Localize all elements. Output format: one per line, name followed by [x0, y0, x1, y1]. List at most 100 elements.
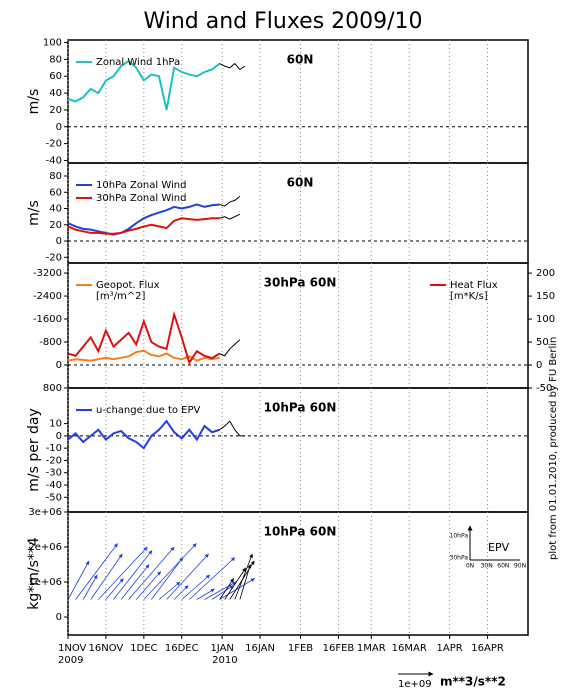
- ep-vector: [158, 581, 181, 600]
- y-tick-label: 0: [56, 431, 62, 442]
- y-axis-label: m/s: [26, 89, 42, 115]
- y2-tick-label: 100: [536, 314, 555, 325]
- ep-vector: [219, 578, 234, 600]
- ep-vector: [143, 543, 197, 600]
- inset-x-label: 0N: [466, 563, 474, 570]
- ep-vector: [105, 578, 124, 600]
- legend-label: u-change due to EPV: [96, 405, 201, 416]
- y2-tick-label: 50: [536, 337, 549, 348]
- y-tick-label: -20: [46, 252, 62, 263]
- legend-label: Geopot. Flux: [96, 280, 160, 291]
- ep-vector: [120, 564, 150, 600]
- y-axis-label: m/s: [26, 200, 42, 226]
- y-axis-label: m/s per day: [26, 408, 42, 492]
- series-line: [219, 62, 246, 71]
- y-tick-label: 0: [56, 612, 62, 623]
- x-tick-label: 16APR: [471, 643, 504, 654]
- y2-tick-label: -50: [536, 383, 552, 394]
- series-line: [67, 217, 220, 235]
- series-line: [67, 310, 221, 366]
- y-tick-label: -800: [39, 337, 62, 348]
- y-tick-label: 2e+06: [28, 542, 62, 553]
- y-tick-label: -40: [46, 155, 62, 166]
- panel-label: 10hPa 60N: [264, 525, 337, 539]
- x-tick-label: 1MAR: [357, 643, 386, 654]
- ep-vector: [82, 574, 98, 600]
- ep-vector: [204, 581, 237, 600]
- x-tick-label: 1DEC: [130, 643, 157, 654]
- x-year-label: 2010: [212, 655, 237, 666]
- inset-y-label: 30hPa: [450, 555, 469, 562]
- y-tick-label: 80: [49, 171, 62, 182]
- y-tick-label: 60: [49, 187, 62, 198]
- reference-label: 1e+09: [398, 679, 432, 690]
- y-tick-label: 40: [49, 204, 62, 215]
- reference-units: m**3/s**2: [440, 675, 506, 689]
- series-line: [219, 339, 241, 357]
- panel-label: 30hPa 60N: [264, 276, 337, 290]
- y-tick-label: -40: [46, 480, 62, 491]
- inset-x-label: 30N: [481, 563, 493, 570]
- x-tick-label: 1JAN: [210, 643, 233, 654]
- legend-label: 30hPa Zonal Wind: [96, 193, 186, 204]
- x-tick-label: 16DEC: [165, 643, 199, 654]
- panel-label: 60N: [287, 176, 314, 190]
- panel-label: 10hPa 60N: [264, 401, 337, 415]
- x-tick-label: 16JAN: [245, 643, 275, 654]
- y-tick-label: 0: [56, 236, 62, 247]
- ep-vector: [239, 564, 252, 600]
- x-tick-label: 16FEB: [323, 643, 355, 654]
- panel-frame: [67, 511, 529, 636]
- ep-vector: [128, 546, 175, 600]
- ep-vector: [224, 567, 247, 600]
- ep-vector: [189, 557, 236, 600]
- legend-units: [m³/m^2]: [96, 291, 146, 302]
- panel-label: 60N: [287, 53, 314, 67]
- y-tick-label: 60: [49, 71, 62, 82]
- ep-vector: [75, 543, 118, 600]
- ep-vector: [90, 553, 123, 600]
- inset-title: EPV: [488, 541, 510, 554]
- y-tick-label: 40: [49, 88, 62, 99]
- y-tick-label: 3e+06: [28, 507, 62, 518]
- footnote: plot from 01.01.2010, produced by FU Ber…: [548, 337, 559, 560]
- y-tick-label: -10: [46, 443, 62, 454]
- y-tick-label: 80: [49, 54, 62, 65]
- y2-tick-label: 200: [536, 268, 555, 279]
- y-tick-label: 20: [49, 220, 62, 231]
- ep-vector: [166, 553, 209, 600]
- ep-vector: [173, 585, 189, 600]
- y-tick-label: -50: [46, 492, 62, 503]
- series-line: [67, 59, 221, 111]
- ep-vector: [135, 571, 162, 600]
- legend-label: Zonal Wind 1hPa: [96, 57, 180, 68]
- legend-label: Heat Flux: [450, 280, 498, 291]
- ep-vector: [151, 557, 184, 600]
- series-line: [219, 195, 241, 207]
- ep-vector: [113, 550, 153, 600]
- y-tick-label: -1600: [33, 314, 62, 325]
- x-tick-label: 1FEB: [288, 643, 313, 654]
- series-line: [67, 203, 220, 236]
- y-axis-label: kg*m/s**4: [26, 537, 42, 610]
- x-tick-label: 16MAR: [392, 643, 427, 654]
- ep-vector: [181, 574, 211, 600]
- x-tick-label: 1APR: [437, 643, 463, 654]
- inset-x-label: 60N: [497, 563, 509, 570]
- y-tick-label: 1e+06: [28, 577, 62, 588]
- legend-units: [m*K/s]: [450, 291, 488, 302]
- y2-tick-label: 0: [536, 360, 542, 371]
- y-tick-label: 10: [49, 419, 62, 430]
- y-tick-label: 800: [43, 383, 62, 394]
- y-tick-label: 0: [56, 122, 62, 133]
- chart-title: Wind and Fluxes 2009/10: [143, 9, 422, 34]
- x-tick-label: 1NOV: [58, 643, 87, 654]
- y2-tick-label: 150: [536, 291, 555, 302]
- ep-vector: [98, 546, 148, 600]
- ep-vector: [211, 585, 234, 600]
- y-tick-label: -3200: [33, 268, 62, 279]
- y-tick-label: -2400: [33, 291, 62, 302]
- y-tick-label: -30: [46, 468, 62, 479]
- x-tick-label: 16NOV: [89, 643, 124, 654]
